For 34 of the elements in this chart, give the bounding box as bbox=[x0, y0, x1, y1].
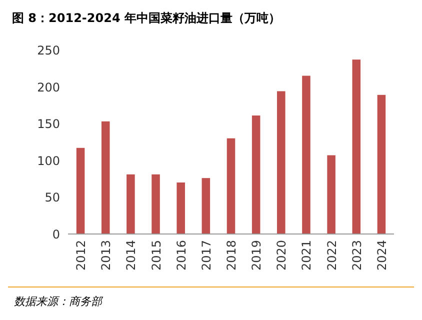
bar bbox=[176, 182, 185, 234]
y-tick-label: 200 bbox=[37, 80, 60, 94]
x-tick-label: 2022 bbox=[324, 240, 339, 271]
x-tick-label: 2019 bbox=[250, 240, 264, 271]
bar bbox=[277, 91, 286, 234]
bar bbox=[377, 94, 386, 234]
x-tick-label: 2018 bbox=[224, 240, 238, 271]
x-tick-label: 2013 bbox=[99, 240, 114, 271]
bar bbox=[226, 138, 236, 234]
y-tick-label: 100 bbox=[37, 154, 60, 168]
bar bbox=[327, 155, 336, 234]
bar bbox=[202, 178, 210, 234]
x-tick-label: 2017 bbox=[199, 240, 214, 271]
bar bbox=[76, 148, 85, 234]
bar bbox=[302, 76, 310, 234]
y-tick-label: 150 bbox=[37, 117, 60, 132]
bar bbox=[252, 116, 260, 234]
x-tick-label: 2015 bbox=[149, 240, 164, 271]
x-tick-label: 2024 bbox=[374, 240, 389, 271]
bar bbox=[101, 121, 110, 234]
x-tick-label: 2016 bbox=[174, 240, 188, 271]
y-tick-label: 0 bbox=[52, 228, 60, 242]
x-tick-label: 2021 bbox=[300, 240, 314, 271]
bar bbox=[126, 174, 135, 234]
bar bbox=[352, 60, 361, 234]
bar bbox=[152, 174, 160, 234]
chart-title: 图 8：2012-2024 年中国菜籽油进口量（万吨） bbox=[12, 11, 280, 25]
x-tick-label: 2012 bbox=[74, 240, 88, 271]
x-tick-label: 2020 bbox=[274, 240, 289, 271]
source-note: 数据来源：商务部 bbox=[14, 295, 104, 308]
y-tick-label: 250 bbox=[37, 44, 60, 58]
y-tick-label: 50 bbox=[44, 190, 60, 205]
x-tick-label: 2023 bbox=[350, 240, 364, 271]
x-tick-label: 2014 bbox=[124, 240, 138, 271]
